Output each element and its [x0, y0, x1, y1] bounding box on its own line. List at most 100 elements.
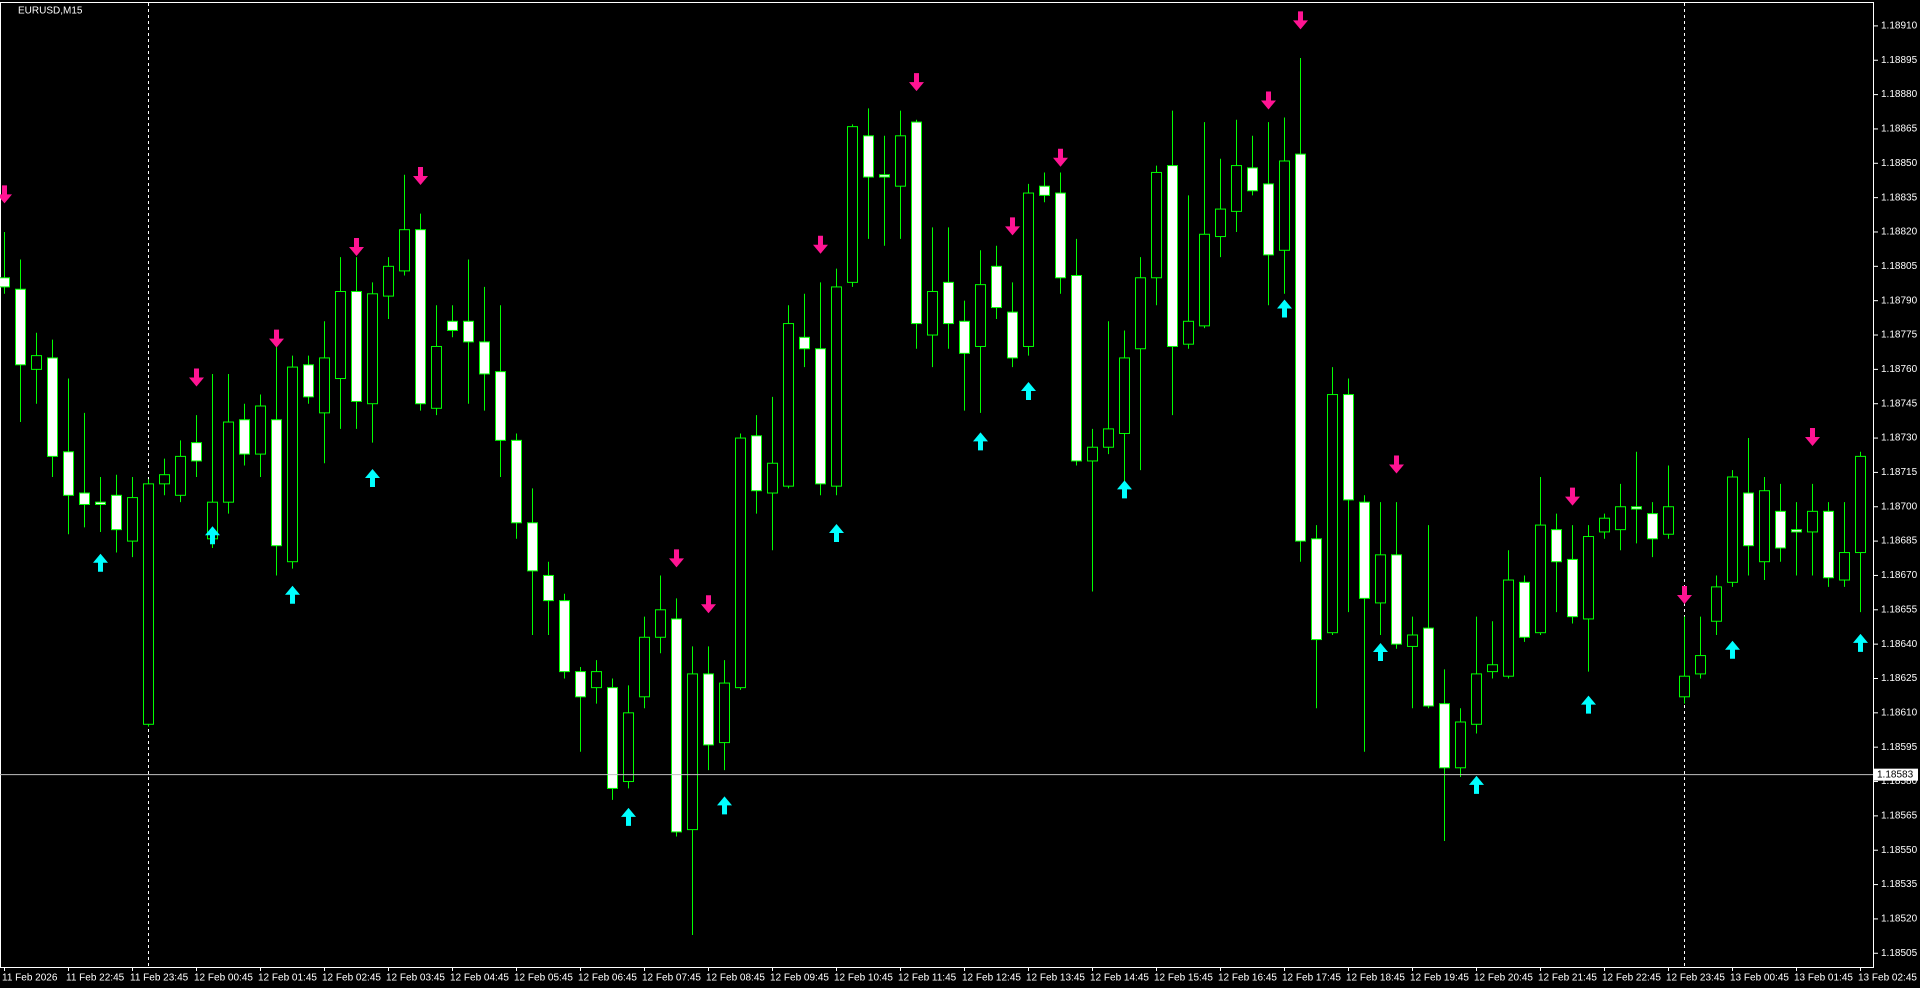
x-tick-label: 12 Feb 07:45	[642, 973, 701, 984]
candle-body	[1615, 506, 1626, 531]
buy-arrow	[1725, 640, 1740, 659]
candle-body	[1151, 171, 1162, 279]
candle-body	[1439, 703, 1450, 769]
x-tick-label: 12 Feb 01:45	[258, 973, 317, 984]
x-tick-label: 12 Feb 09:45	[770, 973, 829, 984]
candle-body	[1343, 394, 1354, 501]
buy-arrow	[1853, 633, 1868, 652]
candle-body	[1503, 579, 1514, 677]
candle-body	[1087, 446, 1098, 462]
candle-body	[1007, 311, 1018, 359]
x-tick-label: 11 Feb 2026	[2, 973, 58, 984]
candle-body	[1407, 634, 1418, 647]
candle-body	[623, 712, 634, 783]
x-tick-label: 12 Feb 17:45	[1282, 973, 1341, 984]
candle-body	[783, 323, 794, 487]
candle-body	[1855, 455, 1866, 554]
sell-arrow	[701, 595, 716, 614]
candle-body	[447, 320, 458, 331]
buy-arrow	[1469, 775, 1484, 794]
candle-body	[319, 357, 330, 414]
candle-body	[1247, 167, 1258, 192]
y-tick-label: 1.18880	[1881, 89, 1918, 100]
candle-body	[351, 291, 362, 402]
candle-body	[607, 687, 618, 789]
x-tick-label: 13 Feb 00:45	[1730, 973, 1789, 984]
x-tick-label: 11 Feb 23:45	[130, 973, 189, 984]
x-tick-label: 13 Feb 02:45	[1858, 973, 1917, 984]
sell-arrow	[1565, 487, 1580, 506]
y-tick-label: 1.18835	[1881, 192, 1918, 203]
bid-label: 1.18583	[1877, 769, 1914, 780]
y-tick-label: 1.18535	[1881, 879, 1918, 890]
y-tick-label: 1.18775	[1881, 330, 1918, 341]
candle-body	[831, 286, 842, 487]
candle-body	[1183, 320, 1194, 345]
y-tick-label: 1.18760	[1881, 364, 1918, 375]
y-tick-label: 1.18520	[1881, 914, 1918, 925]
sell-arrow	[909, 73, 924, 92]
bid-label-box	[1874, 768, 1918, 781]
candle-body	[335, 291, 346, 380]
x-tick-label: 12 Feb 11:45	[898, 973, 957, 984]
y-tick-label: 1.18910	[1881, 21, 1918, 32]
sell-arrow	[1805, 428, 1820, 447]
candle-body	[1519, 581, 1530, 638]
candle-body	[399, 229, 410, 272]
candle-body	[111, 494, 122, 531]
y-tick-label: 1.18565	[1881, 811, 1918, 822]
candle-body	[1535, 524, 1546, 634]
y-tick-label: 1.18670	[1881, 570, 1918, 581]
candle-body	[303, 364, 314, 398]
y-tick-label: 1.18595	[1881, 742, 1918, 753]
candle-body	[1551, 529, 1562, 563]
candle-body	[415, 229, 426, 405]
buy-arrow	[205, 526, 220, 545]
x-tick-label: 12 Feb 15:45	[1154, 973, 1213, 984]
candle-body	[31, 355, 42, 370]
candle-body	[1471, 673, 1482, 725]
candle-body	[239, 419, 250, 455]
candle-body	[1167, 165, 1178, 347]
buy-arrow	[621, 807, 636, 826]
y-tick-label: 1.18685	[1881, 536, 1918, 547]
y-tick-label: 1.18700	[1881, 501, 1918, 512]
candle-body	[1135, 277, 1146, 350]
x-tick-label: 12 Feb 04:45	[450, 973, 509, 984]
x-tick-label: 12 Feb 03:45	[386, 973, 445, 984]
buy-arrow	[285, 585, 300, 604]
candle-body	[879, 174, 890, 178]
buy-arrow	[973, 432, 988, 451]
candle-body	[1791, 529, 1802, 533]
candle-body	[495, 371, 506, 441]
candle-body	[1199, 233, 1210, 327]
candle-body	[959, 320, 970, 354]
candle-body	[991, 265, 1002, 309]
candle-body	[1359, 501, 1370, 599]
x-tick-label: 12 Feb 18:45	[1346, 973, 1405, 984]
y-tick-label: 1.18895	[1881, 55, 1918, 66]
candle-body	[175, 455, 186, 496]
buy-arrow	[365, 468, 380, 487]
candle-body	[1775, 510, 1786, 549]
candle-body	[847, 126, 858, 283]
candle-body	[1327, 394, 1338, 634]
y-tick-label: 1.18745	[1881, 398, 1918, 409]
sell-arrow	[669, 549, 684, 568]
sell-arrow	[1053, 148, 1068, 167]
x-tick-label: 12 Feb 10:45	[834, 973, 893, 984]
sell-arrow	[1677, 586, 1692, 605]
y-tick-label: 1.18790	[1881, 295, 1918, 306]
sell-arrow	[269, 329, 284, 348]
sell-arrow	[349, 238, 364, 257]
candle-body	[1311, 538, 1322, 641]
x-tick-label: 12 Feb 00:45	[194, 973, 253, 984]
candle-body	[1215, 208, 1226, 238]
candle-body	[975, 284, 986, 347]
candle-body	[1231, 165, 1242, 212]
y-tick-label: 1.18610	[1881, 707, 1918, 718]
candle-body	[143, 483, 154, 725]
x-tick-label: 12 Feb 06:45	[578, 973, 637, 984]
candle-body	[1103, 428, 1114, 448]
